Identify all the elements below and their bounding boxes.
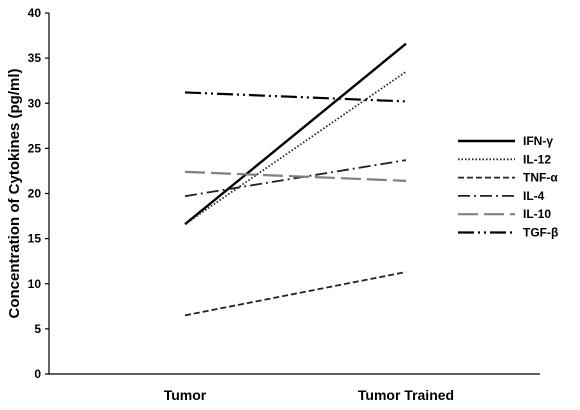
y-tick-label: 5 <box>34 322 41 336</box>
series-line <box>184 91 407 103</box>
y-tick-label: 20 <box>28 187 42 201</box>
x-category-label: Tumor Trained <box>358 387 454 403</box>
x-category-labels: Tumor Tumor Trained <box>164 387 454 403</box>
x-category-label: Tumor <box>164 387 207 403</box>
y-tick-label: 10 <box>28 277 42 291</box>
series-line <box>184 271 407 317</box>
y-tick-label: 30 <box>28 96 42 110</box>
legend-label: IL-12 <box>523 152 551 166</box>
legend-label: TNF-α <box>523 171 558 185</box>
legend-label: IL-4 <box>523 189 545 203</box>
y-axis-title: Concentration of Cytokines (pg/ml) <box>6 68 23 318</box>
y-tick-label: 15 <box>28 232 42 246</box>
series-line <box>184 42 407 226</box>
legend-label: IFN-γ <box>523 134 553 148</box>
y-tick-label: 35 <box>28 51 42 65</box>
y-tick-label: 40 <box>28 6 42 20</box>
series-line <box>184 70 407 225</box>
series-line <box>184 159 407 198</box>
y-tick-label: 25 <box>28 141 42 155</box>
legend-label: TGF-β <box>523 226 558 240</box>
legend-label: IL-10 <box>523 207 551 221</box>
series-line <box>184 170 407 182</box>
series-lines <box>184 42 407 317</box>
legend: IFN-γ IL-12 TNF-α IL-4 IL-10 TGF-β <box>458 134 558 240</box>
axes <box>48 13 540 375</box>
y-tick-label: 0 <box>34 367 41 381</box>
y-ticks: 0 5 10 15 20 25 30 35 40 <box>28 6 49 381</box>
